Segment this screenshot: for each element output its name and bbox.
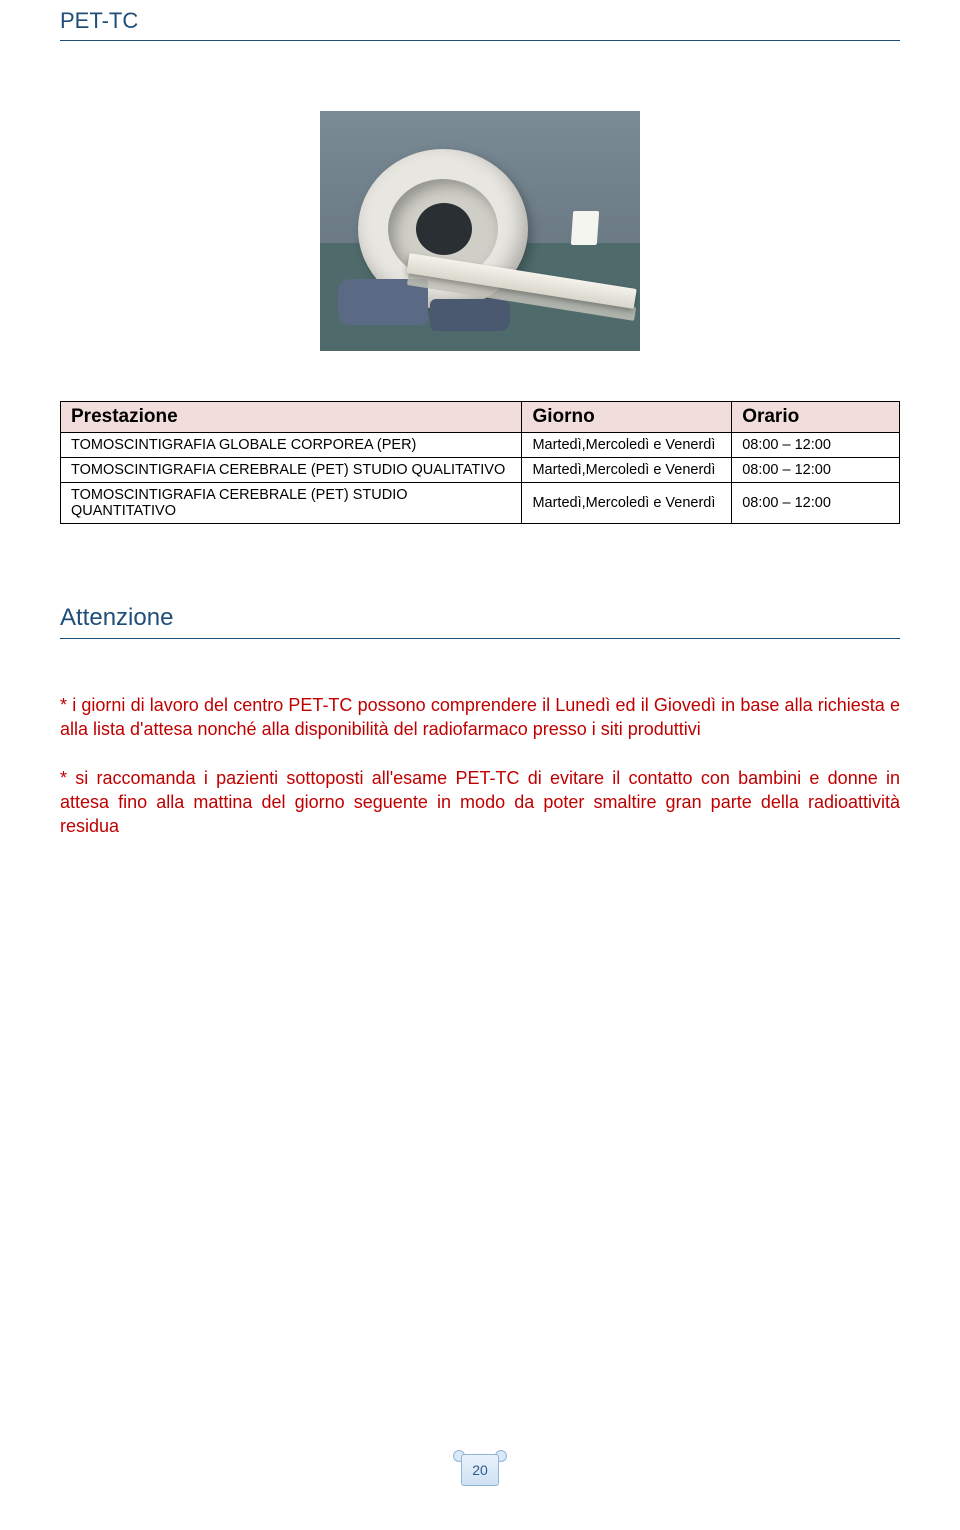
note-paragraph-1: * i giorni di lavoro del centro PET-TC p… bbox=[60, 693, 900, 742]
cell-giorno: Martedì,Mercoledì e Venerdì bbox=[522, 483, 732, 524]
schedule-table: Prestazione Giorno Orario TOMOSCINTIGRAF… bbox=[60, 401, 900, 524]
cell-giorno: Martedì,Mercoledì e Venerdì bbox=[522, 458, 732, 483]
col-giorno: Giorno bbox=[522, 402, 732, 433]
col-prestazione: Prestazione bbox=[61, 402, 522, 433]
attention-header: Attenzione bbox=[60, 604, 900, 639]
ct-scanner-illustration bbox=[320, 111, 640, 351]
note-paragraph-2: * si raccomanda i pazienti sottoposti al… bbox=[60, 766, 900, 839]
page-title: PET-TC bbox=[60, 0, 900, 41]
table-header-row: Prestazione Giorno Orario bbox=[61, 402, 900, 433]
cell-orario: 08:00 – 12:00 bbox=[732, 483, 900, 524]
cell-giorno: Martedì,Mercoledì e Venerdì bbox=[522, 433, 732, 458]
table-row: TOMOSCINTIGRAFIA CEREBRALE (PET) STUDIO … bbox=[61, 458, 900, 483]
page-number: 20 bbox=[461, 1454, 499, 1486]
cell-prestazione: TOMOSCINTIGRAFIA CEREBRALE (PET) STUDIO … bbox=[61, 458, 522, 483]
table-row: TOMOSCINTIGRAFIA GLOBALE CORPOREA (PER)M… bbox=[61, 433, 900, 458]
cell-orario: 08:00 – 12:00 bbox=[732, 433, 900, 458]
cell-prestazione: TOMOSCINTIGRAFIA GLOBALE CORPOREA (PER) bbox=[61, 433, 522, 458]
hero-image-wrap bbox=[60, 111, 900, 351]
page-number-badge: 20 bbox=[453, 1448, 507, 1490]
cell-orario: 08:00 – 12:00 bbox=[732, 458, 900, 483]
col-orario: Orario bbox=[732, 402, 900, 433]
table-row: TOMOSCINTIGRAFIA CEREBRALE (PET) STUDIO … bbox=[61, 483, 900, 524]
cell-prestazione: TOMOSCINTIGRAFIA CEREBRALE (PET) STUDIO … bbox=[61, 483, 522, 524]
